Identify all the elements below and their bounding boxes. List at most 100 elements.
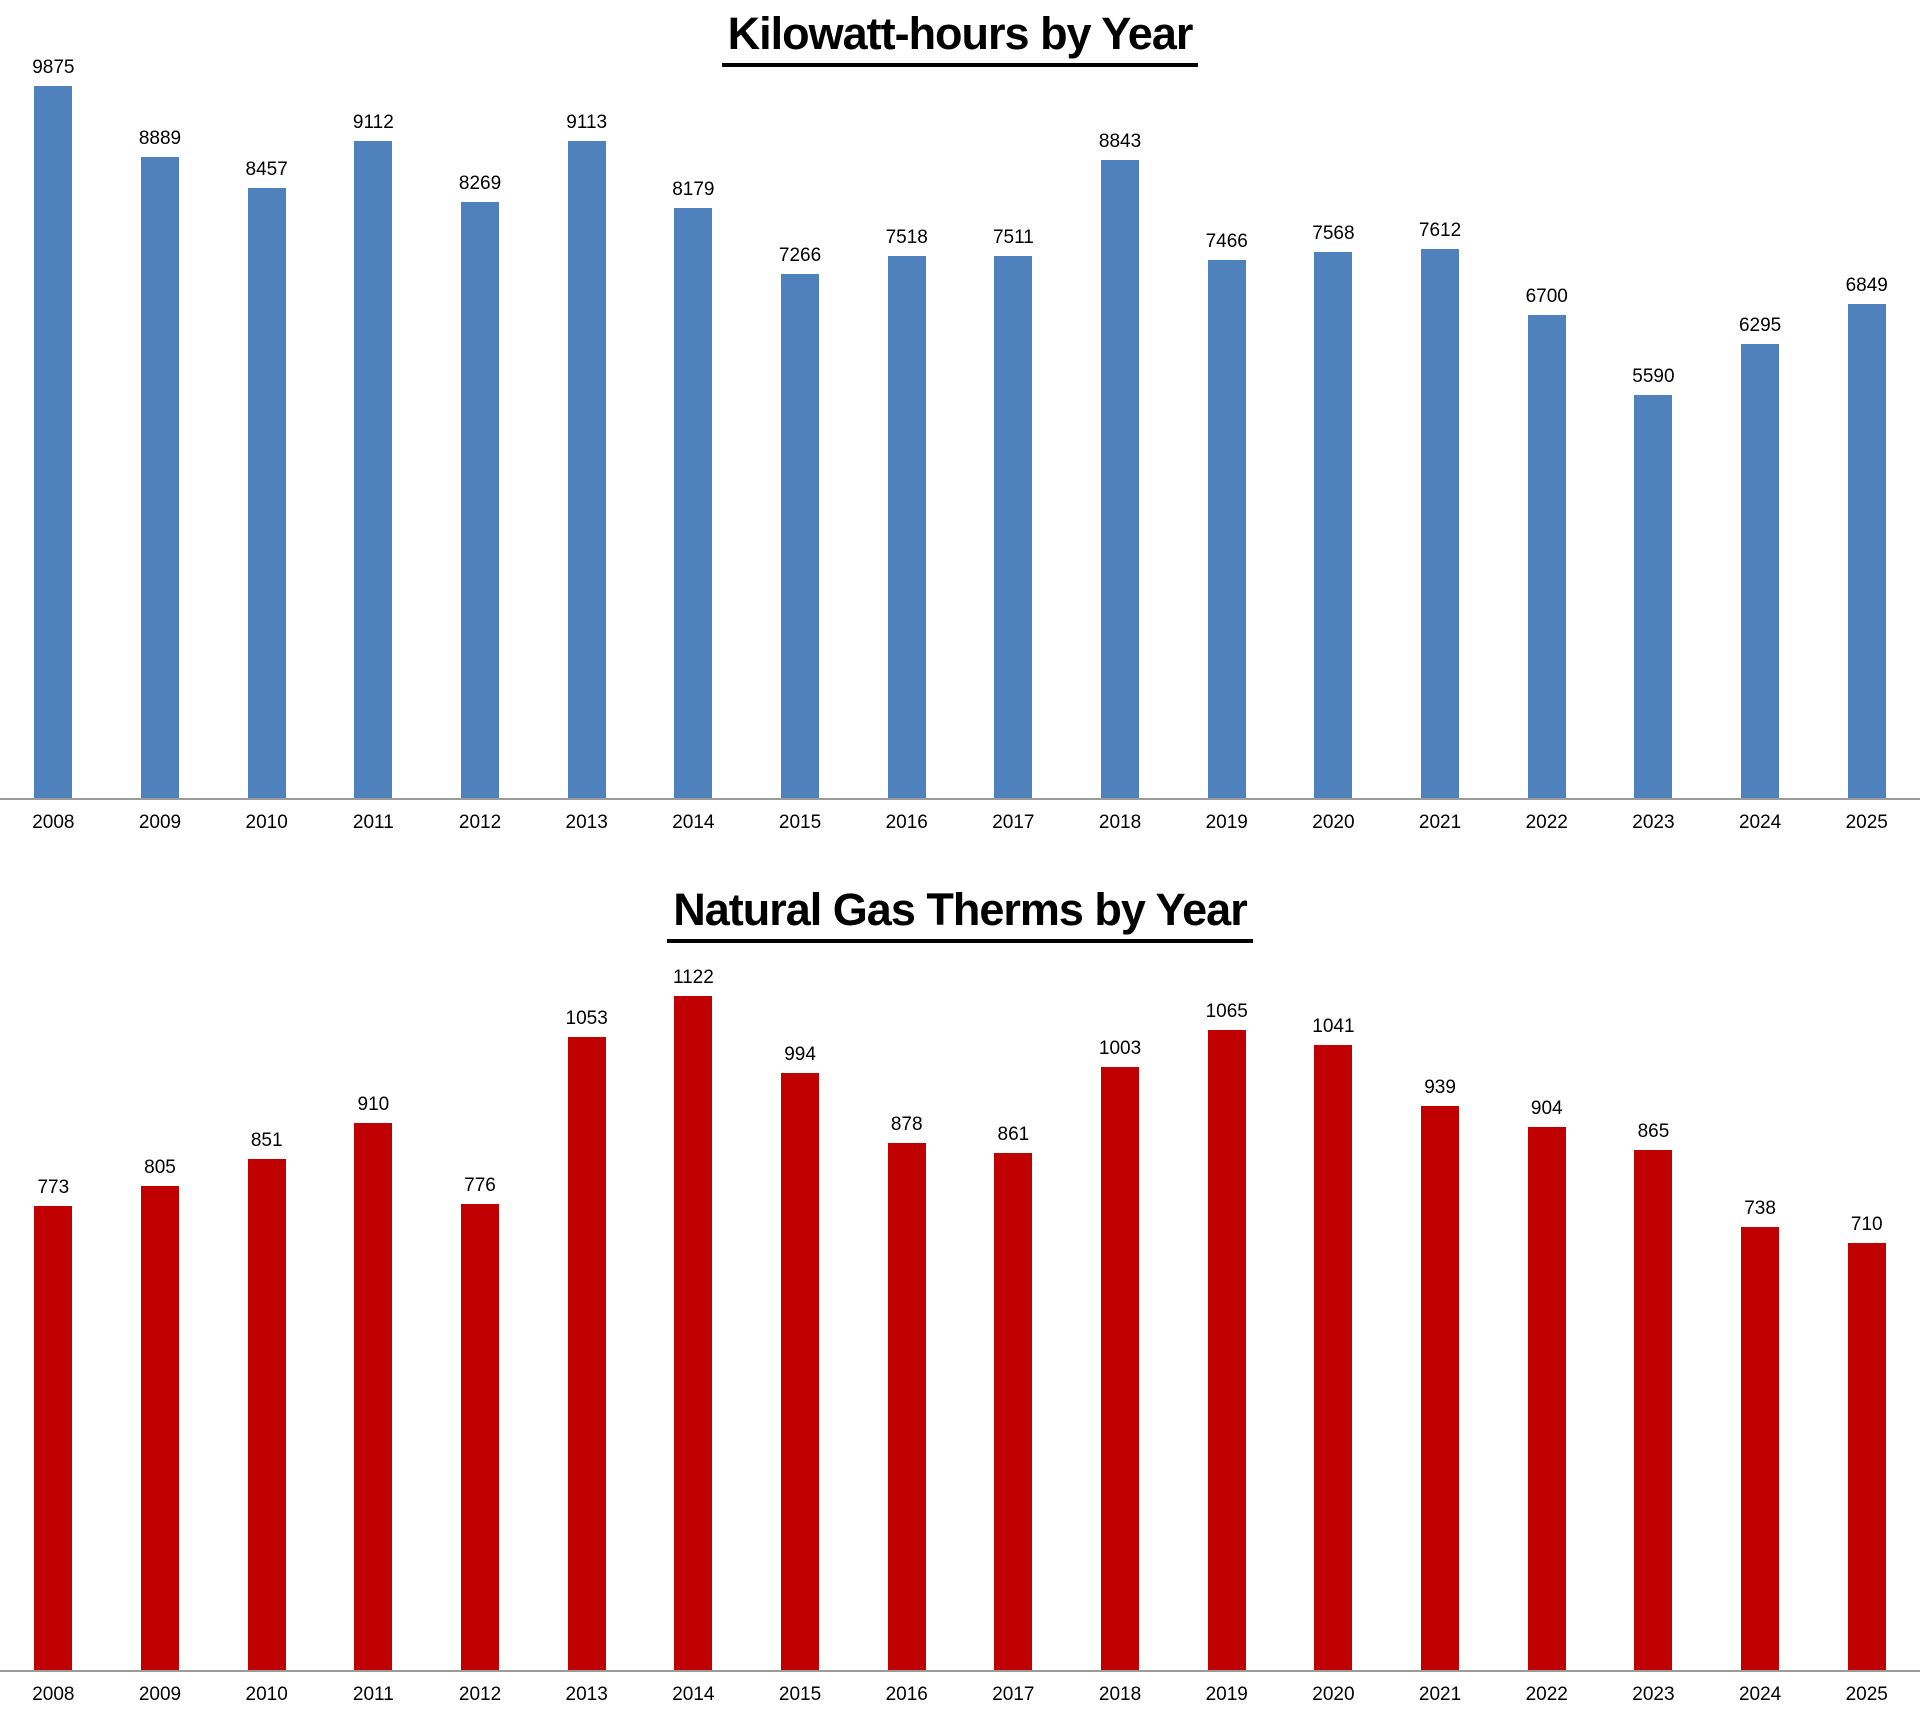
bar-slot-2024: 738 xyxy=(1707,860,1814,1670)
bar-value-label: 9113 xyxy=(566,112,608,133)
bar-value-label: 904 xyxy=(1530,1098,1563,1119)
x-axis-label-2017: 2017 xyxy=(992,1684,1035,1705)
bar-2017 xyxy=(994,256,1033,798)
gas-x-axis-line xyxy=(0,1670,1920,1672)
bar-value-label: 6295 xyxy=(1738,315,1782,336)
bar-2019 xyxy=(1207,1030,1246,1670)
bar-2020 xyxy=(1314,1045,1353,1670)
bar-slot-2015: 994 xyxy=(747,860,854,1670)
bar-slot-2011: 9112 xyxy=(320,0,427,798)
x-axis-label-2017: 2017 xyxy=(992,812,1035,833)
bar-slot-2023: 5590 xyxy=(1600,0,1707,798)
bar-2025 xyxy=(1847,1243,1886,1670)
bar-2011 xyxy=(354,141,393,798)
bar-2015 xyxy=(781,274,820,798)
bar-2013 xyxy=(567,141,606,798)
gas-chart-title: Natural Gas Therms by Year xyxy=(0,884,1920,943)
x-axis-label-2020: 2020 xyxy=(1312,812,1355,833)
bar-2015 xyxy=(781,1073,820,1670)
bar-slot-2014: 8179 xyxy=(640,0,747,798)
x-axis-label-2009: 2009 xyxy=(138,812,182,833)
bar-value-label: 1122 xyxy=(672,967,714,988)
x-axis-label-2013: 2013 xyxy=(565,1684,608,1705)
bar-value-label: 910 xyxy=(357,1094,390,1115)
bar-2008 xyxy=(34,86,73,798)
gas-x-axis-labels: 2008 2009 2010 2011 2012 2013 2014 2015 2016 2017… xyxy=(0,1684,1920,1706)
x-axis-label-2013: 2013 xyxy=(565,812,608,833)
gas-bar-chart: Natural Gas Therms by Year 773 805 851 910 7… xyxy=(0,860,1920,1720)
kwh-bar-chart: Kilowatt-hours by Year 9875 8889 8457 9112 8… xyxy=(0,0,1920,834)
kwh-chart-title: Kilowatt-hours by Year xyxy=(0,8,1920,67)
bar-2016 xyxy=(887,1143,926,1670)
bar-slot-2016: 7518 xyxy=(853,0,960,798)
x-axis-label-2010: 2010 xyxy=(245,1684,288,1705)
bar-value-label: 738 xyxy=(1744,1198,1776,1219)
bar-value-label: 7511 xyxy=(992,227,1034,248)
bar-slot-2025: 6849 xyxy=(1813,0,1920,798)
bar-value-label: 7568 xyxy=(1312,223,1355,244)
kwh-x-axis-labels: 2008 2009 2010 2011 2012 2013 2014 2015 2016 2017… xyxy=(0,812,1920,834)
x-axis-label-2010: 2010 xyxy=(245,812,288,833)
bar-slot-2020: 7568 xyxy=(1280,0,1387,798)
bar-slot-2022: 904 xyxy=(1493,860,1600,1670)
bar-slot-2023: 865 xyxy=(1600,860,1707,1670)
bar-slot-2016: 878 xyxy=(853,860,960,1670)
x-axis-label-2011: 2011 xyxy=(352,812,394,833)
bar-slot-2017: 861 xyxy=(960,860,1067,1670)
bar-2021 xyxy=(1421,1106,1460,1670)
bar-slot-2019: 1065 xyxy=(1173,860,1280,1670)
bar-value-label: 865 xyxy=(1637,1121,1670,1142)
x-axis-label-2016: 2016 xyxy=(885,1684,928,1705)
bar-2011 xyxy=(354,1123,393,1670)
bar-slot-2018: 1003 xyxy=(1067,860,1174,1670)
bar-2022 xyxy=(1527,315,1566,798)
bar-2024 xyxy=(1741,1227,1780,1670)
x-axis-label-2023: 2023 xyxy=(1632,812,1675,833)
bar-slot-2010: 8457 xyxy=(213,0,320,798)
x-axis-label-2021: 2021 xyxy=(1418,812,1462,833)
bar-2018 xyxy=(1101,1067,1140,1670)
bar-value-label: 851 xyxy=(250,1130,283,1151)
x-axis-label-2022: 2022 xyxy=(1525,1684,1568,1705)
bar-slot-2008: 9875 xyxy=(0,0,107,798)
bar-slot-2017: 7511 xyxy=(960,0,1067,798)
bar-2012 xyxy=(461,1204,500,1670)
kwh-chart-title-text: Kilowatt-hours by Year xyxy=(721,8,1199,67)
bar-value-label: 9875 xyxy=(32,57,75,78)
x-axis-label-2019: 2019 xyxy=(1205,812,1248,833)
bar-2023 xyxy=(1634,1150,1673,1670)
x-axis-label-2009: 2009 xyxy=(138,1684,182,1705)
bar-slot-2015: 7266 xyxy=(747,0,854,798)
x-axis-label-2014: 2014 xyxy=(672,812,715,833)
x-axis-label-2012: 2012 xyxy=(458,1684,502,1705)
bar-2023 xyxy=(1634,395,1673,798)
bar-value-label: 5590 xyxy=(1632,366,1675,387)
bar-value-label: 1053 xyxy=(565,1008,608,1029)
bar-slot-2008: 773 xyxy=(0,860,107,1670)
x-axis-label-2012: 2012 xyxy=(458,812,502,833)
bar-slot-2021: 939 xyxy=(1387,860,1494,1670)
x-axis-label-2024: 2024 xyxy=(1738,1684,1782,1705)
x-axis-label-2015: 2015 xyxy=(778,1684,822,1705)
bar-value-label: 6849 xyxy=(1845,275,1888,296)
bar-2009 xyxy=(141,1186,179,1670)
bar-value-label: 773 xyxy=(37,1177,70,1198)
bar-slot-2009: 8889 xyxy=(107,0,214,798)
bar-value-label: 994 xyxy=(784,1044,816,1065)
bar-slot-2012: 8269 xyxy=(427,0,534,798)
bar-2016 xyxy=(887,256,926,798)
bar-2021 xyxy=(1421,249,1460,798)
bar-value-label: 8179 xyxy=(672,179,715,200)
bar-slot-2025: 710 xyxy=(1813,860,1920,1670)
bar-slot-2019: 7466 xyxy=(1173,0,1280,798)
bar-2014 xyxy=(674,996,713,1670)
bar-value-label: 9112 xyxy=(352,112,394,133)
bar-value-label: 7612 xyxy=(1418,220,1462,241)
x-axis-label-2018: 2018 xyxy=(1098,1684,1142,1705)
bar-value-label: 710 xyxy=(1850,1214,1883,1235)
x-axis-label-2022: 2022 xyxy=(1525,812,1568,833)
x-axis-label-2024: 2024 xyxy=(1738,812,1782,833)
bar-value-label: 861 xyxy=(997,1124,1030,1145)
bar-value-label: 1041 xyxy=(1312,1016,1355,1037)
bar-value-label: 776 xyxy=(464,1175,496,1196)
